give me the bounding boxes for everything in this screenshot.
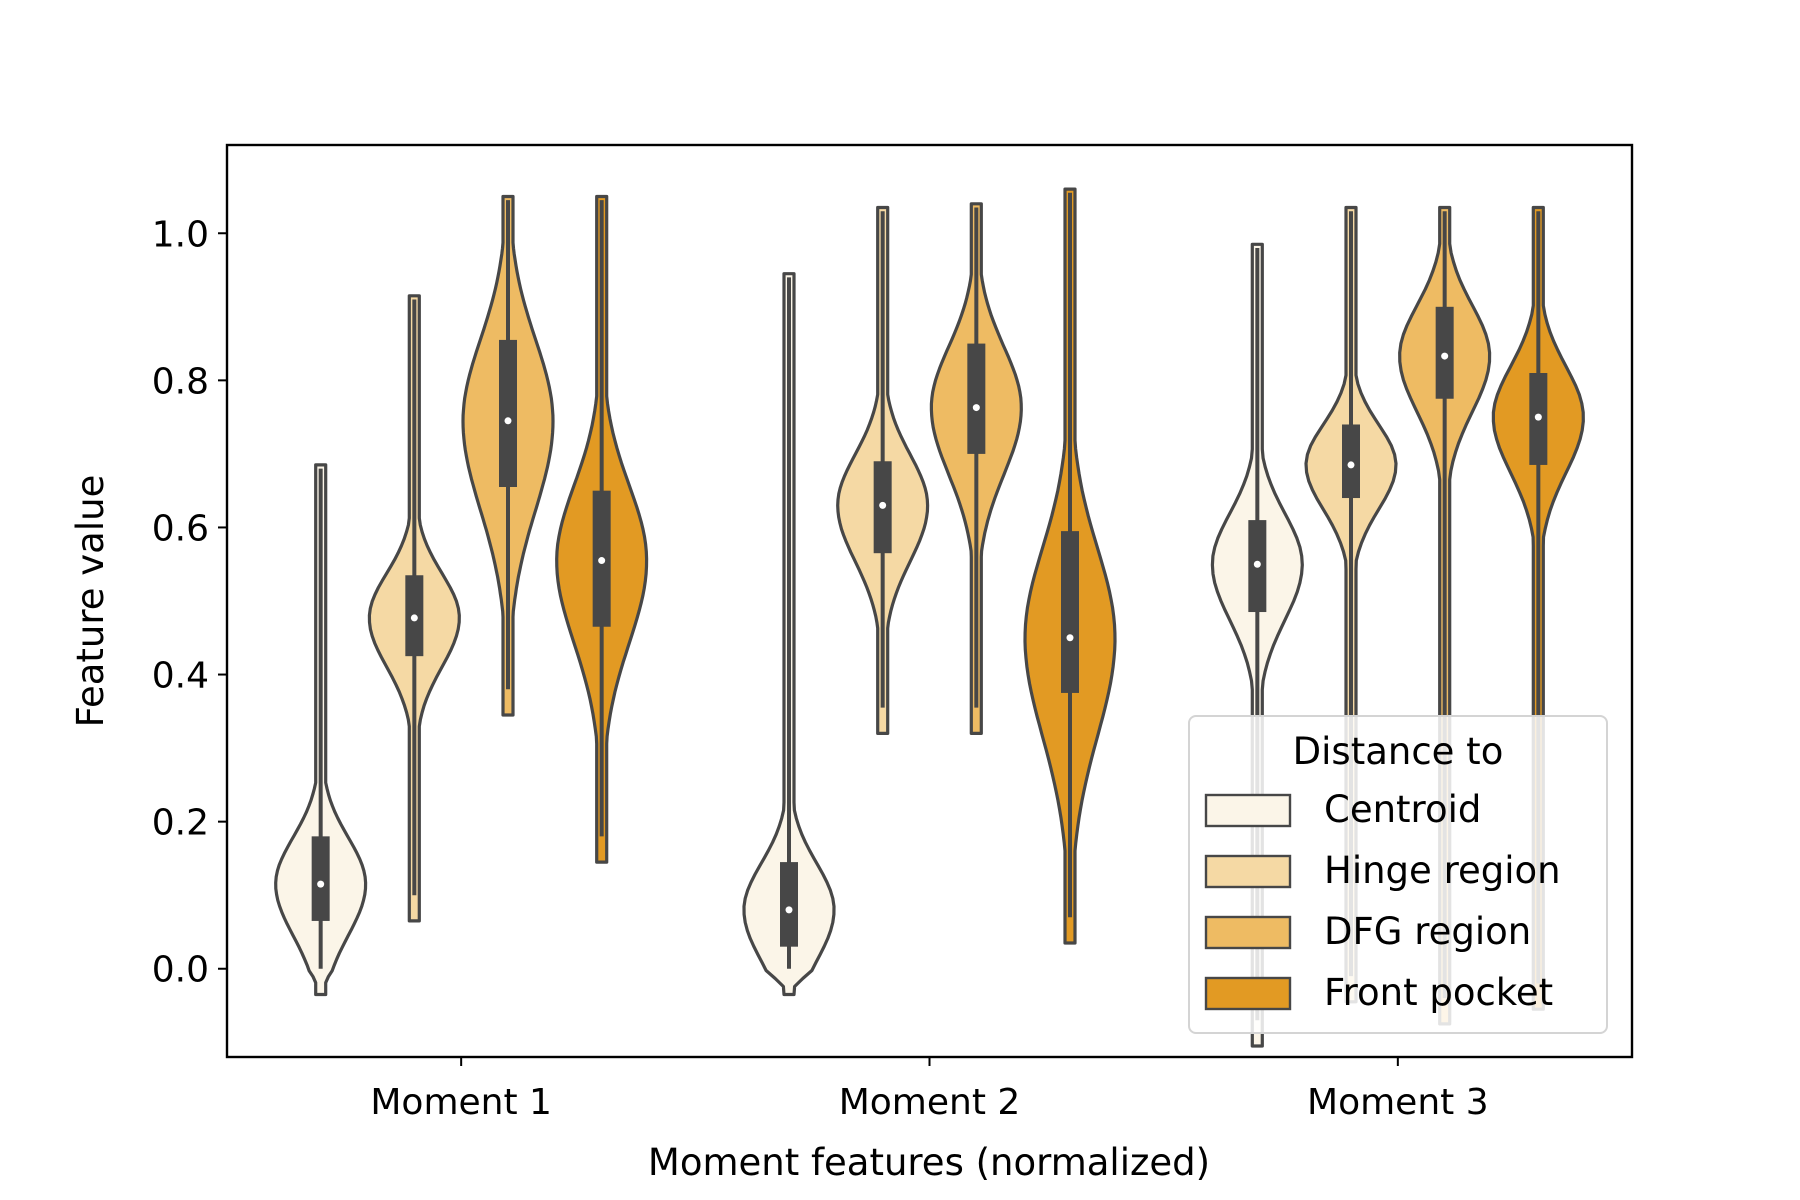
x-tick-label: Moment 1 bbox=[370, 1082, 552, 1123]
legend-label: DFG region bbox=[1324, 910, 1531, 953]
violin-median bbox=[598, 557, 606, 565]
y-axis-label: Feature value bbox=[69, 475, 112, 728]
violin-median bbox=[972, 404, 980, 412]
violin-median bbox=[1347, 461, 1355, 469]
y-tick-label: 0.4 bbox=[152, 656, 209, 697]
legend-label: Centroid bbox=[1324, 788, 1481, 831]
x-tick-label: Moment 2 bbox=[839, 1082, 1021, 1123]
violin-median bbox=[1253, 560, 1261, 568]
x-axis: Moment 1 Moment 2 Moment 3 bbox=[370, 1057, 1489, 1123]
violin-median bbox=[1441, 352, 1449, 360]
violin-median bbox=[504, 417, 512, 425]
violin-iqr-box bbox=[780, 862, 798, 947]
x-axis-label: Moment features (normalized) bbox=[648, 1141, 1210, 1184]
violin-median bbox=[317, 880, 325, 888]
y-axis: 0.0 0.2 0.4 0.6 0.8 1.0 bbox=[152, 214, 227, 991]
y-tick-label: 0.0 bbox=[152, 950, 209, 991]
legend-swatch bbox=[1204, 976, 1292, 1011]
violin-iqr-box bbox=[967, 343, 986, 454]
y-tick-label: 0.8 bbox=[152, 361, 209, 402]
y-tick-label: 0.6 bbox=[152, 508, 209, 549]
legend-swatch bbox=[1204, 915, 1292, 950]
violin-median bbox=[1534, 413, 1542, 421]
y-tick-label: 0.2 bbox=[152, 803, 209, 844]
violin-iqr-box bbox=[499, 339, 517, 487]
violin-median bbox=[1066, 634, 1074, 642]
violin-iqr-box bbox=[311, 836, 330, 921]
legend-swatch bbox=[1204, 793, 1292, 828]
legend-frame bbox=[1188, 715, 1608, 1034]
x-tick-label: Moment 3 bbox=[1307, 1082, 1489, 1123]
legend-label: Front pocket bbox=[1324, 971, 1553, 1014]
violin-median bbox=[879, 501, 887, 509]
violin-iqr-box bbox=[1061, 531, 1079, 693]
violin-iqr-box bbox=[1342, 424, 1360, 499]
y-tick-label: 1.0 bbox=[152, 214, 209, 255]
violin-median bbox=[410, 614, 418, 622]
violin-median bbox=[785, 906, 793, 914]
legend-swatch bbox=[1204, 854, 1292, 889]
legend: Distance to Centroid Hinge region DFG regio… bbox=[1188, 715, 1608, 1034]
legend-title: Distance to bbox=[1293, 730, 1504, 773]
legend-label: Hinge region bbox=[1324, 849, 1561, 892]
